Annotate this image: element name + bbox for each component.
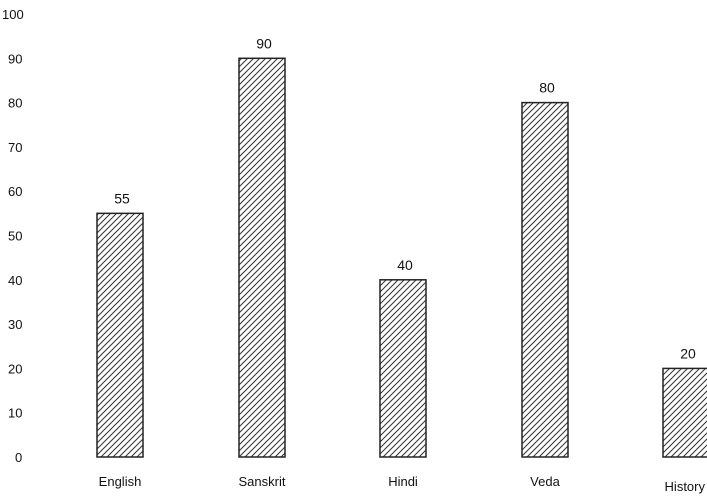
y-tick-label-9: 90 [8,51,22,66]
y-tick-label-1: 10 [8,406,22,421]
y-tick-label-7: 70 [8,140,22,155]
y-axis-ticks: 0 10 20 30 40 50 60 70 80 90 100 [2,7,24,465]
y-tick-label-10: 100 [2,7,24,22]
data-label-hindi: 40 [397,257,413,273]
y-tick-label-2: 20 [8,361,22,376]
data-label-english: 55 [114,190,130,206]
y-tick-label-4: 40 [8,273,22,288]
y-tick-label-8: 80 [8,96,22,111]
x-tick-label-history: History [665,479,706,494]
y-tick-label-5: 50 [8,229,22,244]
x-tick-label-sanskrit: Sanskrit [239,474,286,489]
bar-english [96,212,144,458]
data-label-history: 20 [680,345,696,361]
x-tick-label-hindi: Hindi [388,474,418,489]
y-tick-label-0: 0 [15,450,22,465]
bar-history [662,367,707,458]
bar-series: 55 90 40 80 20 [96,35,707,458]
x-tick-label-english: English [99,474,142,489]
data-label-veda: 80 [539,80,555,96]
x-tick-label-veda: Veda [530,474,560,489]
bar-veda [521,101,569,458]
data-label-sanskrit: 90 [256,35,272,51]
y-tick-label-6: 60 [8,184,22,199]
y-tick-label-3: 30 [8,317,22,332]
bar-hindi [379,279,427,458]
x-axis-categories: English Sanskrit Hindi Veda History [99,474,706,494]
bar-sanskrit [238,57,286,458]
